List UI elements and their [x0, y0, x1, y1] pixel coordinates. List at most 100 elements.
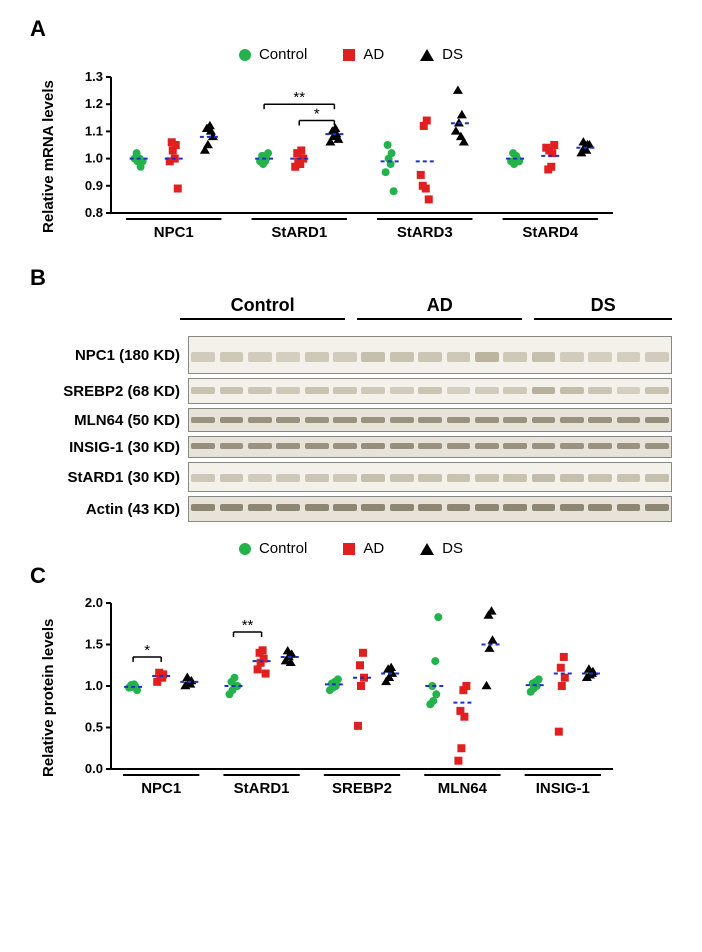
- blot-band: [645, 474, 669, 482]
- blot-lane: [473, 409, 501, 431]
- blot-band: [191, 387, 215, 394]
- blot-lane: [558, 463, 586, 491]
- square-icon: [343, 543, 355, 555]
- blot-lane: [643, 409, 671, 431]
- circle-icon: [239, 543, 251, 555]
- blot-lane: [473, 437, 501, 457]
- blot-lane: [217, 463, 245, 491]
- blot-lane: [246, 437, 274, 457]
- blot-band: [248, 417, 272, 423]
- svg-text:INSIG-1: INSIG-1: [536, 780, 590, 797]
- blot-band: [560, 474, 584, 482]
- blot-lane: [302, 463, 330, 491]
- blot-band: [645, 387, 669, 394]
- blot-lane: [529, 497, 557, 521]
- svg-text:0.8: 0.8: [85, 205, 103, 220]
- legend-item-ad: AD: [343, 46, 384, 63]
- blot-band: [333, 443, 357, 449]
- svg-text:MLN64: MLN64: [438, 780, 488, 797]
- blot-lane: [246, 379, 274, 403]
- blot-lane: [274, 463, 302, 491]
- blot-lane: [501, 497, 529, 521]
- blot-lane: [614, 463, 642, 491]
- panel-a-chart: 0.80.91.01.11.21.3NPC1StARD1StARD3StARD4…: [63, 67, 623, 247]
- blot-lane: [189, 337, 217, 373]
- blot-band: [191, 443, 215, 449]
- legend-label: DS: [442, 46, 463, 63]
- blot-lane: [444, 409, 472, 431]
- blot-lane: [189, 437, 217, 457]
- legend-label: AD: [363, 46, 384, 63]
- legend-item-control: Control: [239, 540, 307, 557]
- blot-band: [475, 443, 499, 449]
- blot-band: [333, 504, 357, 511]
- svg-text:0.5: 0.5: [85, 720, 103, 735]
- svg-text:SREBP2: SREBP2: [332, 780, 392, 797]
- legend-label: AD: [363, 540, 384, 557]
- triangle-icon: [420, 543, 434, 555]
- blot-lane: [473, 463, 501, 491]
- blot-lane: [501, 437, 529, 457]
- blot-lane: [274, 379, 302, 403]
- blot-lane: [388, 463, 416, 491]
- blot-lane: [274, 437, 302, 457]
- blot-lane: [558, 437, 586, 457]
- blot-band: [617, 387, 641, 394]
- blot-lane: [359, 379, 387, 403]
- blot-lane: [274, 409, 302, 431]
- blot-band: [191, 417, 215, 423]
- legend-label: Control: [259, 540, 307, 557]
- blot-group-ad: AD: [357, 295, 522, 326]
- blot-band: [617, 474, 641, 482]
- blot-band: [191, 474, 215, 482]
- blot-lane: [217, 409, 245, 431]
- blot-lane: [246, 337, 274, 373]
- svg-text:1.3: 1.3: [85, 69, 103, 84]
- legend-c: ControlADDS: [30, 540, 672, 557]
- blot-band: [418, 474, 442, 482]
- blot-band: [588, 474, 612, 482]
- svg-text:StARD3: StARD3: [397, 224, 453, 241]
- panel-a-ylabel: Relative mRNA levels: [40, 67, 57, 247]
- blot-band: [276, 504, 300, 511]
- blot-band: [333, 474, 357, 482]
- blot-band: [305, 443, 329, 449]
- blot-band: [390, 504, 414, 511]
- blot-band: [560, 504, 584, 511]
- blot-lane: [586, 497, 614, 521]
- blot-band: [475, 352, 499, 362]
- blot-lane: [359, 437, 387, 457]
- blot-band: [390, 474, 414, 482]
- blot-lane: [558, 379, 586, 403]
- blot-band: [503, 417, 527, 423]
- blot-lane: [331, 497, 359, 521]
- blot-lane: [217, 497, 245, 521]
- svg-text:NPC1: NPC1: [154, 224, 194, 241]
- blot-band: [248, 352, 272, 362]
- blot-band: [305, 417, 329, 423]
- panel-c-label: C: [30, 563, 672, 589]
- blot-lane: [643, 337, 671, 373]
- blot-row-label: NPC1 (180 KD): [30, 336, 188, 374]
- blot-band: [361, 474, 385, 482]
- blot-lane: [586, 463, 614, 491]
- legend-a: ControlADDS: [30, 46, 672, 63]
- blot-strip: [188, 436, 672, 458]
- blot-band: [645, 352, 669, 362]
- blot-row: SREBP2 (68 KD): [30, 378, 672, 404]
- blot-lane: [274, 337, 302, 373]
- panel-a-label: A: [30, 16, 672, 42]
- blot-group-label: DS: [534, 295, 672, 316]
- svg-text:StARD4: StARD4: [522, 224, 578, 241]
- blot-lane: [246, 463, 274, 491]
- blot-strip: [188, 462, 672, 492]
- blot-group-underline: [534, 318, 672, 320]
- blot-band: [532, 387, 556, 394]
- blot-band: [532, 443, 556, 449]
- blot-band: [588, 352, 612, 362]
- panel-b-label: B: [30, 265, 672, 291]
- svg-text:1.0: 1.0: [85, 678, 103, 693]
- blot-lane: [416, 409, 444, 431]
- blot-row: MLN64 (50 KD): [30, 408, 672, 432]
- blot-lane: [501, 337, 529, 373]
